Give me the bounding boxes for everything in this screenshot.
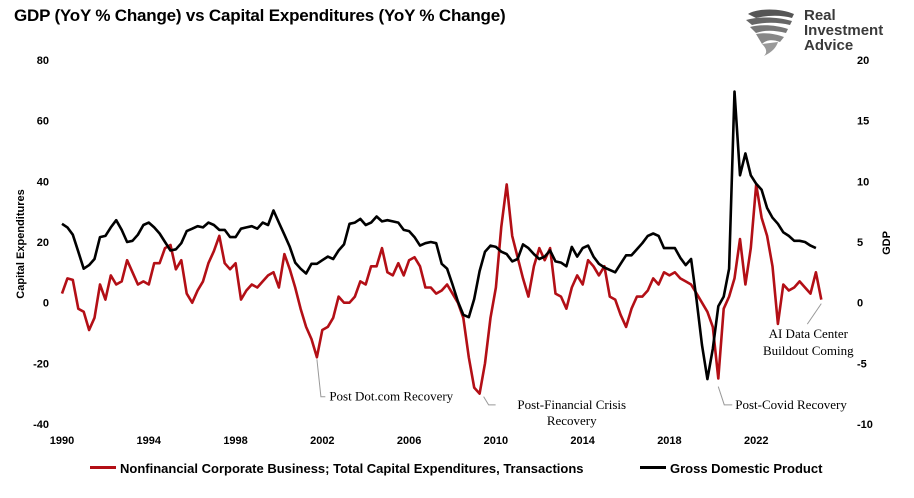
annotation-text: AI Data Center [769, 326, 849, 341]
y-tick-left: 20 [37, 237, 49, 249]
annotation-text: Buildout Coming [763, 343, 854, 358]
y-tick-right: 5 [857, 237, 863, 249]
legend-item-capex: Nonfinancial Corporate Business; Total C… [90, 461, 584, 476]
logo: Real Investment Advice [742, 6, 902, 58]
y-tick-right: 20 [857, 55, 869, 67]
x-tick: 2014 [570, 435, 595, 447]
y-tick-right: 0 [857, 298, 863, 310]
y-tick-left: 0 [43, 298, 49, 310]
annotation-text: Recovery [547, 413, 597, 428]
annotation-leaders [316, 303, 822, 406]
series-line-gdp [61, 90, 817, 381]
y-axis-label-right: GDP [881, 231, 893, 255]
legend-item-gdp: Gross Domestic Product [640, 461, 822, 476]
y-tick-right: 10 [857, 176, 869, 188]
annotation-labels: Post Dot.com Recovery Post-Financial Cris… [329, 326, 854, 428]
annotation-text: Post-Financial Crisis [517, 397, 626, 412]
x-tick: 1990 [50, 435, 74, 447]
y-tick-left: -40 [33, 419, 49, 431]
y-tick-right: -5 [857, 358, 867, 370]
logo-line-2: Investment [804, 22, 884, 39]
x-tick: 2002 [310, 435, 334, 447]
chart-title: GDP (YoY % Change) vs Capital Expenditur… [14, 6, 506, 25]
x-axis-ticks: 1990 1994 1998 2002 2006 2010 2014 2018 2022 [50, 435, 769, 447]
legend-swatch-gdp [640, 466, 666, 470]
x-tick: 1994 [137, 435, 162, 447]
legend-swatch-capex [90, 466, 116, 470]
eagle-head-icon [746, 9, 794, 56]
logo-line-1: Real [804, 7, 836, 24]
y-tick-right: 15 [857, 116, 869, 128]
y-tick-left: 60 [37, 116, 49, 128]
annotation-leader [717, 386, 733, 406]
annotation-leader [483, 396, 496, 406]
left-axis-ticks: -40 -20 0 20 40 60 80 [33, 55, 49, 431]
y-axis-label-left: Capital Expenditures [15, 189, 27, 298]
annotation-text: Post-Covid Recovery [735, 397, 847, 412]
y-tick-right: -10 [857, 419, 873, 431]
right-axis-ticks: -10 -5 0 5 10 15 20 [857, 55, 873, 431]
legend-label-capex: Nonfinancial Corporate Business; Total C… [120, 461, 584, 476]
x-tick: 2010 [484, 435, 508, 447]
y-tick-left: 40 [37, 176, 49, 188]
annotation-text: Post Dot.com Recovery [329, 389, 453, 404]
x-tick: 2022 [744, 435, 768, 447]
logo-text: Real Investment Advice [804, 8, 883, 53]
annotation-leader [316, 359, 326, 398]
x-tick: 2018 [657, 435, 681, 447]
legend: Nonfinancial Corporate Business; Total C… [0, 461, 914, 481]
annotation-leader [806, 303, 822, 325]
x-tick: 2006 [397, 435, 421, 447]
series-line-capex [60, 183, 823, 395]
logo-line-3: Advice [804, 37, 854, 54]
y-tick-left: -20 [33, 358, 49, 370]
y-tick-left: 80 [37, 55, 49, 67]
legend-label-gdp: Gross Domestic Product [670, 461, 823, 476]
x-tick: 1998 [223, 435, 247, 447]
